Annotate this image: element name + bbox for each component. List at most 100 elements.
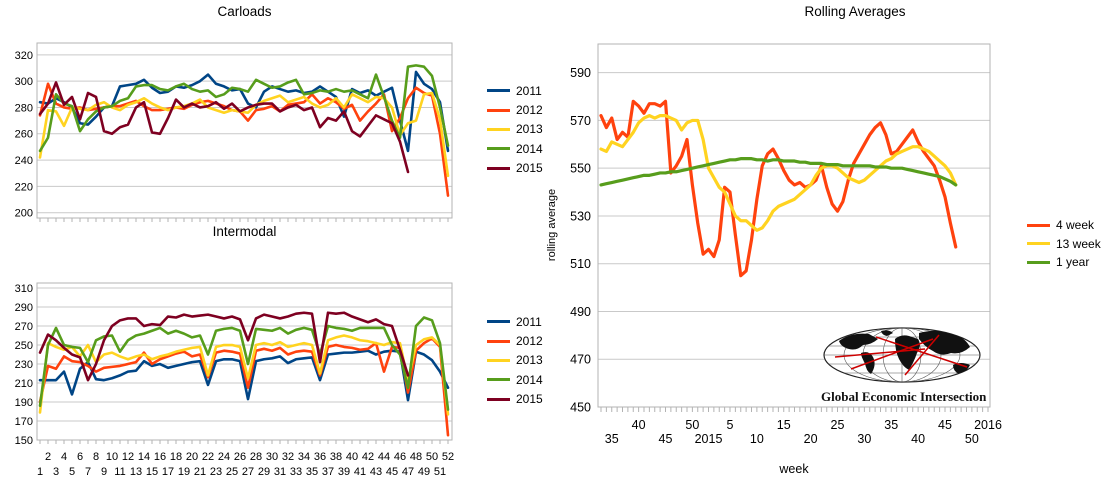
legend-swatch-icon: [1027, 260, 1050, 264]
legend-item-2011: 2011: [487, 312, 543, 331]
svg-text:39: 39: [338, 466, 350, 478]
svg-text:190: 190: [15, 397, 33, 409]
svg-text:50: 50: [965, 432, 979, 446]
svg-text:25: 25: [831, 418, 845, 432]
series-line-2014: [38, 64, 450, 153]
svg-text:25: 25: [226, 466, 238, 478]
svg-text:15: 15: [146, 466, 158, 478]
svg-text:11: 11: [114, 466, 125, 478]
svg-text:27: 27: [242, 466, 254, 478]
legend-swatch-icon: [487, 378, 510, 382]
svg-text:14: 14: [138, 451, 150, 463]
svg-text:510: 510: [570, 257, 591, 271]
svg-text:170: 170: [15, 416, 33, 428]
svg-text:35: 35: [306, 466, 318, 478]
svg-text:450: 450: [570, 401, 591, 415]
svg-text:45: 45: [386, 466, 398, 478]
svg-text:13: 13: [130, 466, 142, 478]
svg-text:2015: 2015: [695, 432, 723, 446]
globe-logo-icon: [823, 327, 981, 383]
svg-text:16: 16: [154, 451, 166, 463]
legend-item-2012: 2012: [487, 331, 543, 350]
svg-text:200: 200: [15, 208, 33, 220]
svg-text:45: 45: [659, 432, 673, 446]
svg-text:29: 29: [258, 466, 270, 478]
legend-swatch-icon: [487, 339, 510, 343]
legend-swatch-icon: [487, 89, 510, 93]
svg-text:12: 12: [122, 451, 134, 463]
svg-text:8: 8: [93, 451, 99, 463]
svg-text:43: 43: [370, 466, 382, 478]
svg-text:260: 260: [15, 129, 33, 141]
svg-text:7: 7: [85, 466, 91, 478]
svg-text:590: 590: [570, 66, 591, 80]
svg-text:150: 150: [15, 435, 33, 447]
legend-swatch-icon: [487, 397, 510, 401]
series-line-2015: [38, 81, 410, 174]
svg-text:47: 47: [402, 466, 414, 478]
svg-text:220: 220: [15, 181, 33, 193]
svg-text:26: 26: [234, 451, 246, 463]
svg-text:24: 24: [218, 451, 230, 463]
svg-text:310: 310: [15, 283, 33, 295]
svg-text:46: 46: [394, 451, 406, 463]
series-line-1-year: [599, 157, 958, 187]
legend-label: 2015: [516, 392, 543, 407]
svg-text:52: 52: [442, 451, 454, 463]
legend-label: 2012: [516, 103, 543, 118]
svg-text:36: 36: [314, 451, 326, 463]
legend-swatch-icon: [487, 358, 510, 362]
svg-text:35: 35: [884, 418, 898, 432]
svg-text:40: 40: [911, 432, 925, 446]
svg-text:42: 42: [362, 451, 374, 463]
svg-text:40: 40: [346, 451, 358, 463]
rolling-x-axis-label: week: [779, 462, 809, 476]
legend-label: 2011: [516, 83, 542, 98]
legend-item-4-week: 4 week: [1027, 216, 1101, 235]
svg-text:50: 50: [426, 451, 438, 463]
svg-text:35: 35: [605, 432, 619, 446]
legend-label: 2014: [516, 141, 543, 156]
svg-text:34: 34: [298, 451, 310, 463]
svg-text:530: 530: [570, 209, 591, 223]
legend-label: 2013: [516, 353, 543, 368]
legend-label: 2012: [516, 334, 543, 349]
rolling-y-axis-label: rolling average: [546, 188, 558, 262]
svg-text:240: 240: [15, 155, 33, 167]
svg-text:49: 49: [418, 466, 430, 478]
svg-text:5: 5: [69, 466, 75, 478]
svg-text:320: 320: [15, 50, 33, 62]
series-line-13-week: [599, 114, 958, 232]
legend-swatch-icon: [487, 127, 510, 131]
svg-text:280: 280: [15, 102, 33, 114]
logo-text: Global Economic Intersection: [821, 389, 987, 404]
svg-text:33: 33: [290, 466, 302, 478]
series-line-4-week: [599, 99, 958, 278]
svg-text:18: 18: [170, 451, 182, 463]
svg-text:10: 10: [106, 451, 118, 463]
svg-text:490: 490: [570, 305, 591, 319]
legend-swatch-icon: [1027, 223, 1050, 227]
svg-text:19: 19: [178, 466, 190, 478]
svg-text:32: 32: [282, 451, 294, 463]
svg-text:37: 37: [322, 466, 334, 478]
svg-text:2016: 2016: [974, 418, 1002, 432]
intermodal-legend: 2011 2012 2013 2014 2015: [487, 312, 543, 409]
svg-text:31: 31: [274, 466, 286, 478]
svg-text:30: 30: [266, 451, 278, 463]
svg-text:44: 44: [378, 451, 390, 463]
legend-label: 4 week: [1056, 218, 1095, 233]
svg-text:21: 21: [194, 466, 206, 478]
svg-text:4: 4: [61, 451, 67, 463]
svg-text:3: 3: [53, 466, 59, 478]
svg-text:300: 300: [15, 76, 33, 88]
svg-text:28: 28: [250, 451, 262, 463]
svg-text:15: 15: [777, 418, 791, 432]
series-line-2013: [38, 334, 450, 416]
series-line-2012: [38, 337, 450, 437]
legend-item-2014: 2014: [487, 370, 543, 389]
legend-item-1-year: 1 year: [1027, 253, 1101, 272]
svg-text:230: 230: [15, 359, 33, 371]
